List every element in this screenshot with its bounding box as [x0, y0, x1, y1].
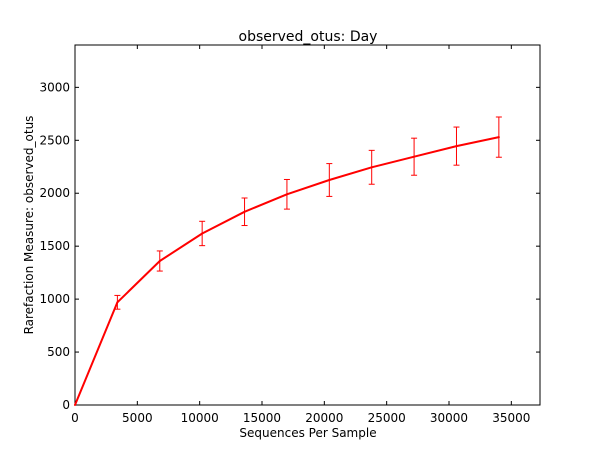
y-tick-label: 1000 — [39, 292, 70, 306]
y-tick-label: 1500 — [39, 239, 70, 253]
data-point — [328, 179, 331, 181]
y-tick-label: 2500 — [39, 133, 70, 147]
x-tick-label: 10000 — [181, 411, 219, 425]
x-tick-label: 35000 — [492, 411, 530, 425]
x-tick-label: 30000 — [430, 411, 468, 425]
x-tick-label: 0 — [71, 411, 79, 425]
y-tick-label: 3000 — [39, 80, 70, 94]
data-point — [116, 301, 119, 304]
data-point — [455, 145, 458, 148]
y-tick-label: 500 — [47, 345, 70, 359]
y-tick-label: 0 — [62, 398, 70, 412]
y-tick-label: 2000 — [39, 186, 70, 200]
x-tick-label: 15000 — [243, 411, 281, 425]
data-point — [74, 404, 76, 406]
x-tick-label: 5000 — [122, 411, 153, 425]
y-axis-label: Rarefaction Measure: observed_otus — [22, 116, 36, 335]
data-point — [413, 155, 416, 158]
data-point — [285, 193, 288, 196]
data-point — [497, 136, 500, 139]
data-point — [158, 260, 161, 262]
x-axis-label: Sequences Per Sample — [239, 426, 376, 440]
plot-frame — [74, 44, 541, 406]
data-point — [201, 232, 204, 235]
data-point — [370, 166, 373, 169]
series-line — [74, 136, 500, 406]
x-tick-label: 20000 — [305, 411, 343, 425]
x-tick-label: 25000 — [368, 411, 406, 425]
chart-title: observed_otus: Day — [239, 29, 378, 45]
plot-area: 0 5000 10000 15000 20000 25000 30000 35000 0 500 1… — [39, 44, 541, 425]
data-point — [243, 210, 246, 213]
